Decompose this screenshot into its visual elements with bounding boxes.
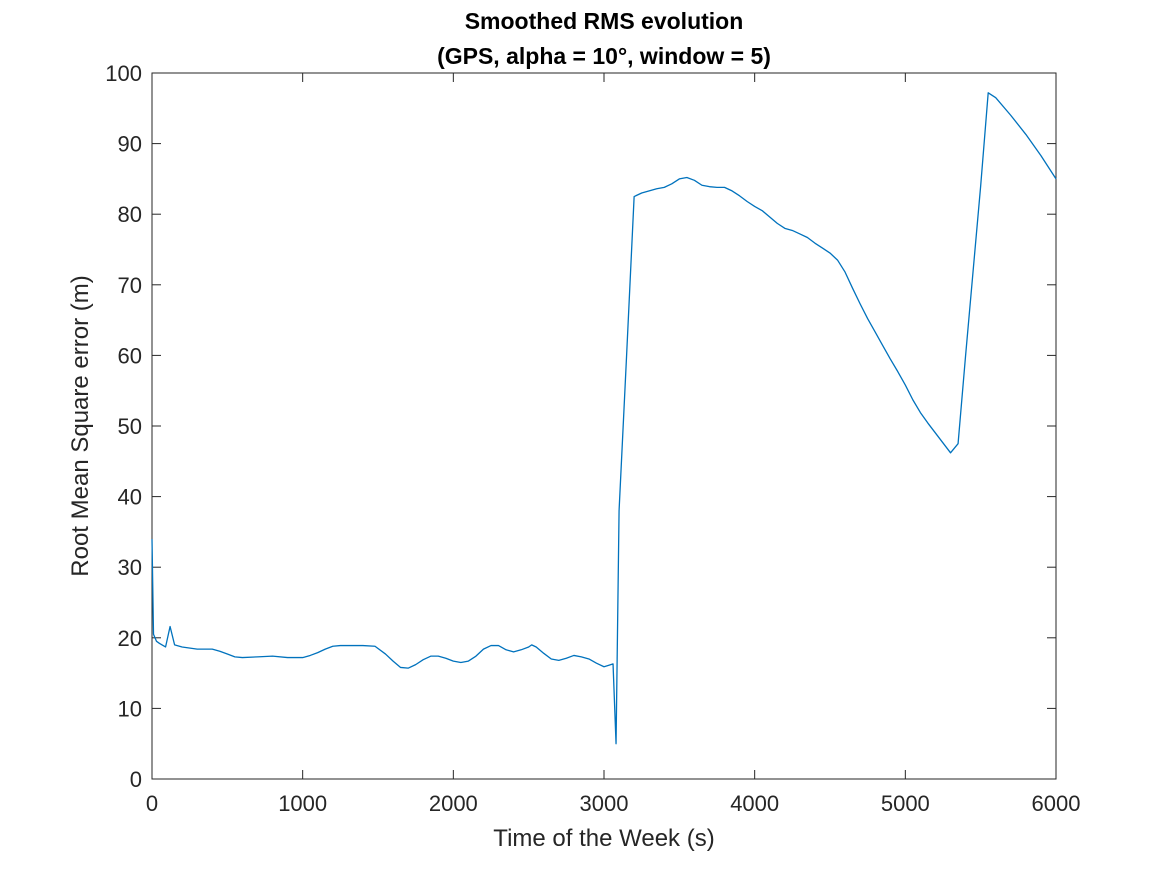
y-tick-label: 20 (118, 626, 142, 651)
x-tick-label: 1000 (278, 791, 327, 816)
y-tick-label: 80 (118, 202, 142, 227)
y-tick-label: 100 (105, 61, 142, 86)
x-tick-label: 0 (146, 791, 158, 816)
x-tick-label: 2000 (429, 791, 478, 816)
y-tick-label: 70 (118, 273, 142, 298)
y-tick-label: 90 (118, 132, 142, 157)
y-axis-label: Root Mean Square error (m) (67, 275, 94, 576)
rms-series-line (151, 92, 1057, 745)
plot-area (151, 72, 1057, 780)
x-tick-label: 3000 (580, 791, 629, 816)
y-tick-label: 0 (130, 767, 142, 792)
x-axis-label: Time of the Week (s) (493, 825, 714, 852)
y-tick-label: 10 (118, 696, 142, 721)
x-axis-ticks: 0 1000 2000 3000 4000 5000 6000 (146, 73, 1081, 816)
y-tick-label: 60 (118, 343, 142, 368)
y-tick-label: 50 (118, 414, 142, 439)
chart-title: Smoothed RMS evolution (465, 8, 744, 34)
x-tick-label: 4000 (730, 791, 779, 816)
x-tick-label: 5000 (881, 791, 930, 816)
y-axis-ticks: 0 10 20 30 40 50 60 70 80 90 100 (105, 61, 1056, 792)
chart-subtitle: (GPS, alpha = 10°, window = 5) (437, 43, 771, 69)
y-tick-label: 30 (118, 555, 142, 580)
y-tick-label: 40 (118, 485, 142, 510)
x-tick-label: 6000 (1032, 791, 1081, 816)
